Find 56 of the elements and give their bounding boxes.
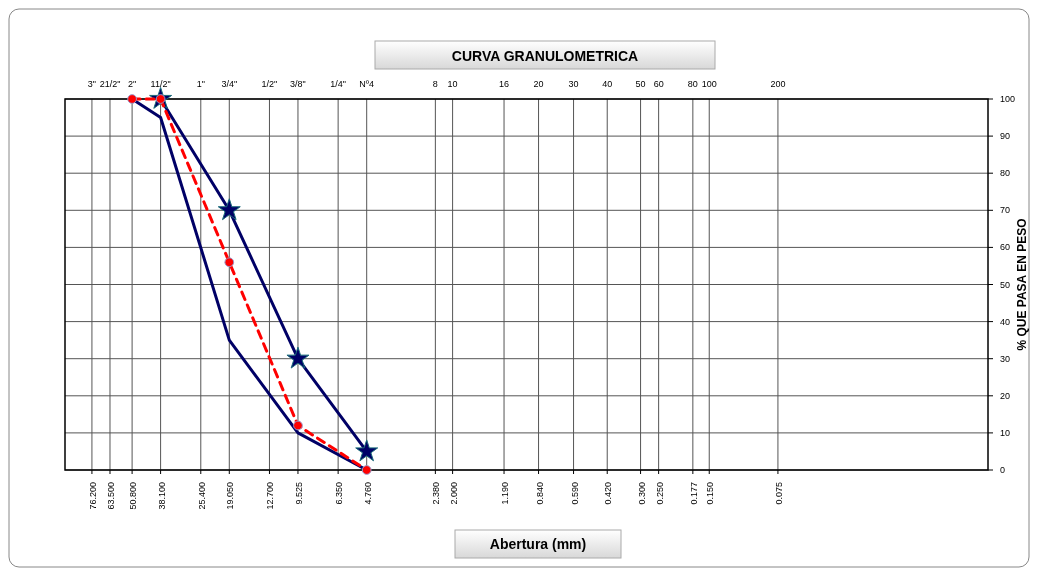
x-tick-label: 12.700 <box>265 482 276 510</box>
x-tick-label: 38.100 <box>156 482 167 510</box>
text: 80 <box>687 79 698 89</box>
text: 1/4" <box>330 79 346 89</box>
text: 3" <box>87 79 97 89</box>
text: 3/8" <box>290 79 306 89</box>
y-tick-label: 50 <box>1000 279 1011 290</box>
x-tick-label: 19.050 <box>225 482 236 510</box>
x-tick-label: 0.300 <box>636 482 647 505</box>
y-tick-label: 20 <box>1000 390 1011 401</box>
text: 21/2" <box>99 79 121 89</box>
y-tick-label: 70 <box>1000 205 1011 216</box>
x-tick-label: 2.380 <box>431 482 442 505</box>
x-tick-label: 25.400 <box>196 482 207 510</box>
x-tick-label: 0.177 <box>688 482 699 505</box>
text: 30 <box>568 79 579 89</box>
text: 40 <box>602 79 613 89</box>
x-tick-label: 0.420 <box>603 482 614 505</box>
y-tick-label: 40 <box>1000 316 1011 327</box>
text: 20 <box>533 79 544 89</box>
text: 10 <box>447 79 458 89</box>
x-tick-label: 4.760 <box>362 482 373 505</box>
chart-title: CURVA GRANULOMETRICA <box>451 48 639 64</box>
x-tick-label: 63.500 <box>106 482 116 510</box>
text: 2" <box>128 79 137 89</box>
x-tick-label: 76.200 <box>87 482 98 510</box>
x-tick-label: 2.000 <box>448 482 459 505</box>
x-tick-label: 1.190 <box>500 482 511 505</box>
y-axis-title: % QUE PASA EN PESO <box>1015 218 1029 351</box>
text: Nº4 <box>359 79 375 89</box>
x-tick-label: 0.840 <box>534 482 545 505</box>
x-tick-label: 9.525 <box>293 482 304 505</box>
text: 1" <box>196 79 205 89</box>
x-tick-label: 0.590 <box>569 482 580 505</box>
x-axis-title: Abertura (mm) <box>489 536 587 552</box>
x-tick-label: 6.350 <box>334 482 345 505</box>
text: 16 <box>499 79 510 89</box>
x-tick-label: 0.150 <box>705 482 716 505</box>
text: 3/4" <box>221 79 238 89</box>
y-tick-label: 30 <box>1000 353 1011 364</box>
x-tick-label: 0.075 <box>773 482 784 505</box>
y-tick-label: 80 <box>1000 168 1011 179</box>
x-tick-label: 50.800 <box>128 482 139 510</box>
text: 8 <box>432 79 438 89</box>
text: 60 <box>653 79 664 89</box>
text: 50 <box>635 79 646 89</box>
y-tick-label: 60 <box>1000 242 1011 253</box>
text: 200 <box>770 79 786 89</box>
y-tick-label: 90 <box>1000 131 1011 142</box>
text: 11/2" <box>150 79 171 89</box>
y-tick-label: 10 <box>1000 427 1011 438</box>
y-tick-label: 0 <box>1000 465 1006 475</box>
text: 100 <box>701 79 717 89</box>
x-tick-label: 0.250 <box>654 482 665 505</box>
text: 1/2" <box>261 79 278 89</box>
y-tick-label: 100 <box>1000 94 1016 104</box>
